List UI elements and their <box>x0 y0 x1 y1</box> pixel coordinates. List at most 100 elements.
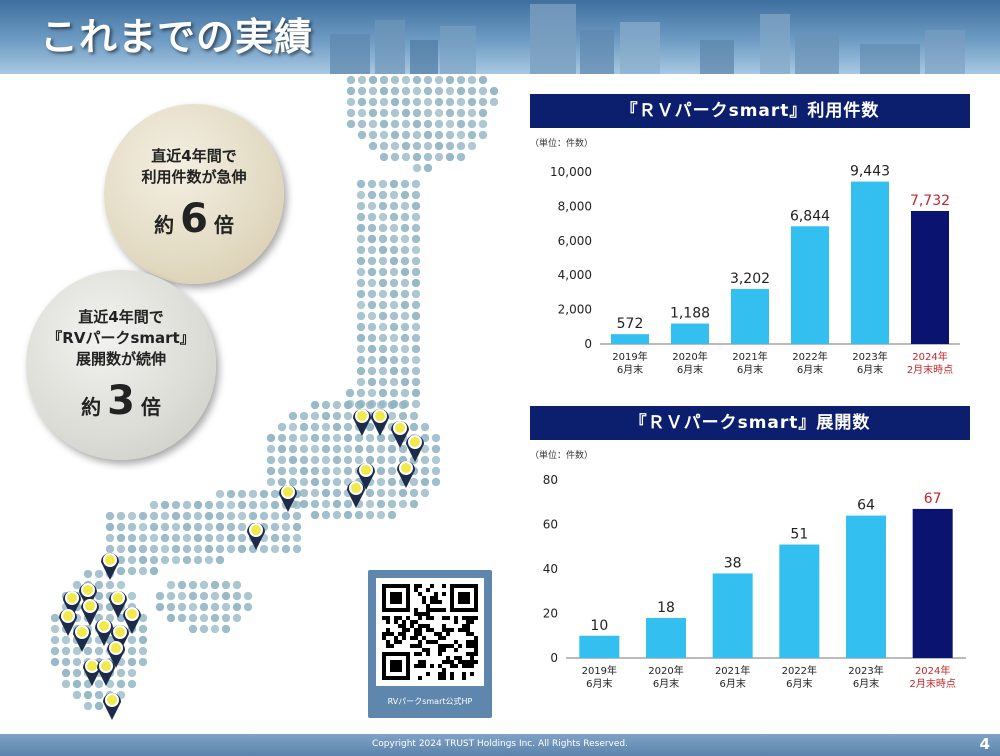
x-tick-label: 2022年 <box>782 664 817 677</box>
usage-multiplier-prefix: 約 <box>154 213 175 237</box>
sites-growth-circle: 直近4年間で 『RVパークsmart』 展開数が続伸 約 3 倍 <box>26 270 216 460</box>
usage-chart-title: 『ＲＶパークsmart』利用件数 <box>530 94 970 128</box>
usage-bar-chart: （単位：件数） 0 2,000 4,000 6,000 8,000 10,000 572 201… <box>530 137 960 376</box>
x-tick-label: 2019年 <box>582 664 617 677</box>
bar <box>851 181 889 344</box>
sites-growth-line-3: 展開数が続伸 <box>75 349 166 368</box>
bar-value-label: 38 <box>724 555 742 571</box>
qr-code-panel[interactable]: RVパークsmart公式HP <box>368 570 492 718</box>
page-number: 4 <box>979 735 990 753</box>
bar-value-label: 67 <box>924 491 942 507</box>
qr-code-frame <box>376 578 484 686</box>
x-tick-label: 2024年 <box>915 664 950 677</box>
bar <box>579 635 620 658</box>
bar-value-label: 3,202 <box>730 271 770 287</box>
usage-multiplier-value: 6 <box>180 196 208 242</box>
map-pin-icon <box>58 608 77 636</box>
map-dots <box>50 75 499 711</box>
sites-multiplier-suffix: 倍 <box>140 394 161 419</box>
map-pin-icon <box>391 421 409 448</box>
map-pin-icon <box>357 463 375 490</box>
map-pin-icon <box>111 625 129 652</box>
bar-value-label: 6,844 <box>790 208 830 224</box>
y-tick-label: 60 <box>543 518 558 532</box>
bar-value-label: 1,188 <box>670 306 710 322</box>
map-pin-icon <box>73 625 91 652</box>
y-tick-label: 40 <box>543 562 558 576</box>
bar-value-label: 10 <box>590 618 608 634</box>
japan-map <box>50 75 499 720</box>
x-tick-label: 6月末 <box>617 363 643 376</box>
bar <box>846 515 886 658</box>
sites-count-chart: 『ＲＶパークsmart』展開数 （単位：件数） 0 20 40 60 80 10 2019年 6… <box>530 406 970 706</box>
sites-chart-title: 『ＲＶパークsmart』展開数 <box>530 406 970 440</box>
bar <box>911 211 949 344</box>
bar-value-label: 7,732 <box>910 193 950 209</box>
map-pin-icon <box>279 485 297 512</box>
x-tick-label: 6月末 <box>797 363 823 376</box>
y-tick-label: 8,000 <box>558 199 592 213</box>
city-skyline-image <box>330 4 965 74</box>
sites-growth-line-2: 『RVパークsmart』 <box>47 328 195 347</box>
x-tick-label: 2021年 <box>715 664 750 677</box>
bar-value-label: 9,443 <box>850 164 890 180</box>
x-tick-label: 2024年 <box>912 350 947 363</box>
bar <box>671 323 709 344</box>
x-tick-label: 6月末 <box>586 677 612 690</box>
x-tick-label: 6月末 <box>677 363 703 376</box>
copyright-text: Copyright 2024 TRUST Holdings Inc. All R… <box>371 739 628 749</box>
map-pin-icon <box>81 599 99 626</box>
bar-value-label: 572 <box>617 316 644 332</box>
y-tick-label: 2,000 <box>558 303 592 317</box>
bar <box>912 508 953 658</box>
x-tick-label: 6月末 <box>719 677 745 690</box>
x-tick-label: 2020年 <box>648 664 683 677</box>
site-pins <box>58 409 424 720</box>
y-tick-label: 0 <box>550 651 558 665</box>
map-pin-icon <box>95 619 113 646</box>
footer: Copyright 2024 TRUST Holdings Inc. All R… <box>0 734 1000 756</box>
y-tick-label: 20 <box>543 607 558 621</box>
usage-growth-multiplier: 約 6 倍 <box>154 196 234 242</box>
x-tick-label: 2022年 <box>792 350 827 363</box>
x-tick-label: 2023年 <box>848 664 883 677</box>
bar-value-label: 64 <box>857 498 875 514</box>
map-pin-icon <box>97 659 115 686</box>
bar <box>611 334 649 344</box>
sites-bar-chart: （単位：件数）020406080102019年6月末182020年6月末3820… <box>530 449 966 690</box>
x-tick-label: 2019年 <box>612 350 647 363</box>
usage-multiplier-suffix: 倍 <box>213 213 234 237</box>
x-tick-label: 2021年 <box>732 350 767 363</box>
map-pin-icon <box>83 659 101 686</box>
x-tick-label: 2月末時点 <box>909 677 955 690</box>
usage-growth-circle: 直近4年間で 利用件数が急伸 約 6 倍 <box>104 104 284 284</box>
x-tick-label: 6月末 <box>737 363 763 376</box>
qr-code-icon[interactable] <box>376 578 484 686</box>
bar <box>731 288 769 344</box>
y-tick-label: 4,000 <box>558 268 592 282</box>
map-pin-icon <box>103 693 121 720</box>
header-banner: これまでの実績 <box>0 0 1000 74</box>
y-tick-label: 80 <box>543 473 558 487</box>
x-tick-label: 2020年 <box>672 350 707 363</box>
bar <box>779 544 820 658</box>
bar <box>646 617 686 658</box>
bar-value-label: 18 <box>657 600 675 616</box>
chart-unit-label: （単位：件数） <box>530 449 593 461</box>
sites-growth-multiplier: 約 3 倍 <box>81 378 161 424</box>
map-pin-icon <box>247 523 265 550</box>
map-pin-icon <box>109 591 127 618</box>
usage-growth-line-1: 直近4年間で <box>151 147 237 165</box>
map-pin-icon <box>79 583 97 610</box>
usage-growth-line-2: 利用件数が急伸 <box>141 168 247 186</box>
map-pin-icon <box>123 607 141 634</box>
map-pin-icon <box>397 461 415 488</box>
page-title: これまでの実績 <box>40 15 314 59</box>
map-pin-icon <box>406 435 424 462</box>
map-pin-icon <box>107 641 125 668</box>
x-tick-label: 2月末時点 <box>907 363 953 376</box>
x-tick-label: 6月末 <box>857 363 883 376</box>
map-pin-icon <box>371 409 389 436</box>
map-pin-icon <box>353 409 371 436</box>
usage-count-chart: 『ＲＶパークsmart』利用件数 （単位：件数） 0 2,000 4,000 6,000… <box>530 94 970 394</box>
